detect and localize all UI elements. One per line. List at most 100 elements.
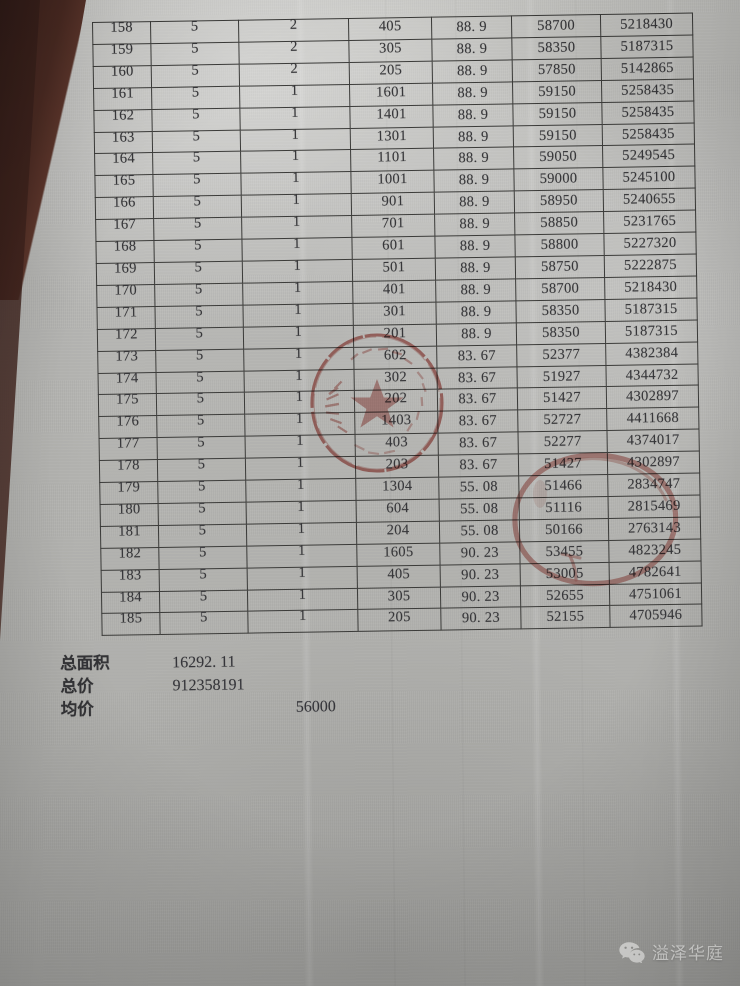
cell-total: 5187315	[604, 297, 698, 322]
cell-total: 5240655	[603, 188, 696, 212]
cell-total: 4782641	[609, 560, 702, 585]
cell-unit: 1	[242, 298, 354, 322]
price-table-body: 158 5 2 405 88. 9 58700 5218430 159 5 2 305 88. 9 58…	[92, 13, 703, 636]
cell-area: 88. 9	[434, 234, 516, 259]
cell-area: 90. 23	[440, 607, 522, 631]
cell-building: 5	[159, 562, 248, 587]
cell-total: 4411668	[606, 407, 699, 431]
cell-room: 1403	[354, 409, 438, 433]
cell-total: 4823245	[608, 538, 702, 563]
cell-unit: 2	[238, 13, 349, 38]
cell-unit-price: 57850	[512, 58, 602, 82]
cell-area: 88. 9	[432, 59, 513, 83]
cell-unit: 1	[241, 188, 352, 213]
cell-building: 5	[152, 146, 241, 170]
cell-room: 405	[357, 562, 441, 586]
cell-building: 5	[154, 278, 243, 302]
cell-unit-price: 59150	[513, 124, 603, 148]
cell-room: 501	[352, 256, 436, 280]
cell-unit: 1	[242, 276, 353, 300]
cell-unit: 1	[247, 561, 358, 585]
cell-building: 5	[157, 497, 247, 521]
cell-total: 4751061	[609, 582, 702, 606]
cell-area: 83. 67	[436, 344, 517, 368]
cell-total: 4302897	[606, 385, 699, 409]
cell-total: 4302897	[607, 451, 700, 475]
cell-unit: 1	[241, 232, 353, 257]
cell-room: 201	[353, 321, 437, 346]
cell-total: 5222875	[604, 254, 697, 278]
price-table-container: 158 5 2 405 88. 9 58700 5218430 159 5 2 305 88. 9 58…	[92, 13, 703, 637]
cell-id: 172	[97, 323, 156, 347]
cell-room: 601	[351, 234, 436, 258]
cell-id: 181	[100, 520, 159, 544]
cell-total: 4374017	[606, 429, 700, 453]
cell-id: 169	[96, 257, 155, 281]
cell-room: 602	[353, 343, 437, 367]
cell-unit-price: 53455	[519, 540, 610, 564]
cell-id: 164	[94, 148, 153, 171]
cell-area: 88. 9	[431, 37, 513, 61]
cell-unit-price: 51116	[519, 496, 609, 520]
cell-room: 205	[357, 606, 442, 630]
cell-building: 5	[153, 234, 243, 258]
avg-price-value: 56000	[295, 698, 336, 716]
cell-unit-price: 59050	[513, 145, 603, 170]
cell-id: 177	[98, 432, 158, 456]
cell-id: 166	[95, 191, 154, 215]
cell-room: 1605	[356, 540, 441, 565]
cell-room: 305	[357, 584, 441, 608]
cell-building: 5	[154, 299, 244, 324]
wechat-icon	[619, 941, 645, 963]
cell-id: 182	[100, 542, 160, 566]
cell-area: 88. 9	[433, 147, 514, 171]
cell-area: 83. 67	[438, 453, 519, 478]
cell-building: 5	[156, 387, 245, 411]
cell-unit-price: 52155	[520, 605, 611, 630]
cell-total: 2834747	[607, 473, 701, 497]
cell-unit: 1	[242, 254, 353, 279]
cell-building: 5	[152, 168, 242, 192]
cell-unit-price: 53005	[520, 562, 610, 586]
cell-unit-price: 58850	[514, 211, 604, 235]
cell-id: 179	[99, 476, 158, 500]
cell-area: 55. 08	[439, 497, 520, 521]
price-table: 158 5 2 405 88. 9 58700 5218430 159 5 2 305 88. 9 58…	[92, 13, 703, 637]
cell-unit: 1	[243, 320, 354, 344]
cell-unit: 1	[243, 342, 354, 366]
cell-id: 175	[98, 388, 157, 412]
cell-unit: 1	[247, 582, 358, 607]
cell-unit: 1	[241, 210, 352, 235]
cell-total: 5187315	[605, 319, 698, 344]
cell-building: 5	[155, 343, 244, 368]
cell-unit-price: 51427	[517, 386, 607, 411]
cell-room: 301	[352, 299, 437, 324]
cell-building: 5	[151, 80, 240, 105]
cell-room: 305	[348, 37, 433, 61]
cell-area: 88. 9	[432, 103, 514, 127]
cell-area: 90. 23	[439, 541, 521, 565]
cell-total: 5258435	[601, 100, 695, 125]
cell-id: 165	[94, 169, 154, 193]
cell-total: 5231765	[603, 210, 696, 234]
cell-building: 5	[151, 59, 240, 83]
cell-building: 5	[150, 15, 239, 39]
cell-unit: 1	[244, 429, 356, 454]
cell-unit-price: 51427	[518, 452, 608, 476]
cell-id: 170	[96, 279, 155, 303]
cell-unit-price: 59150	[512, 80, 602, 104]
cell-total: 5187315	[600, 34, 694, 59]
cell-total: 5258435	[602, 122, 695, 146]
cell-building: 5	[156, 431, 246, 455]
cell-unit: 2	[238, 35, 350, 60]
cell-building: 5	[157, 475, 246, 499]
cell-area: 83. 67	[436, 366, 518, 390]
cell-total: 5258435	[601, 78, 694, 103]
cell-building: 5	[153, 212, 242, 236]
cell-unit: 1	[240, 144, 351, 169]
cell-room: 901	[351, 190, 435, 214]
cell-unit-price: 51466	[518, 474, 609, 498]
cell-area: 55. 08	[438, 475, 520, 500]
cell-total: 2815469	[608, 494, 701, 519]
